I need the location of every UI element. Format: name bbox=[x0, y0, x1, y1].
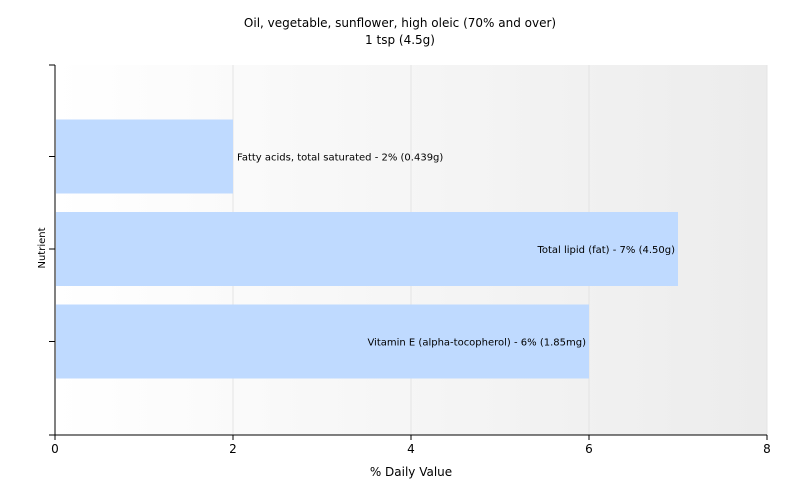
x-tick-label: 2 bbox=[229, 442, 237, 456]
bar-data-label: Fatty acids, total saturated - 2% (0.439… bbox=[237, 153, 443, 164]
y-axis-label: Nutrient bbox=[37, 227, 48, 268]
chart-subtitle: 1 tsp (4.5g) bbox=[365, 33, 435, 47]
chart-title: Oil, vegetable, sunflower, high oleic (7… bbox=[244, 16, 556, 30]
y-axis-ticks bbox=[49, 156, 55, 342]
data-labels: Fatty acids, total saturated - 2% (0.439… bbox=[237, 153, 675, 349]
x-tick-label: 0 bbox=[51, 442, 59, 456]
bars bbox=[56, 119, 678, 379]
bar bbox=[56, 119, 233, 194]
x-tick-label: 4 bbox=[407, 442, 415, 456]
bar bbox=[56, 212, 678, 286]
bar bbox=[56, 304, 589, 379]
bar-data-label: Total lipid (fat) - 7% (4.50g) bbox=[536, 245, 675, 256]
x-axis-ticks: 0 2 4 6 8 bbox=[51, 435, 771, 456]
bar-data-label: Vitamin E (alpha-tocopherol) - 6% (1.85m… bbox=[367, 338, 586, 349]
x-tick-label: 6 bbox=[585, 442, 593, 456]
x-tick-label: 8 bbox=[763, 442, 771, 456]
x-axis-label: % Daily Value bbox=[370, 465, 452, 479]
